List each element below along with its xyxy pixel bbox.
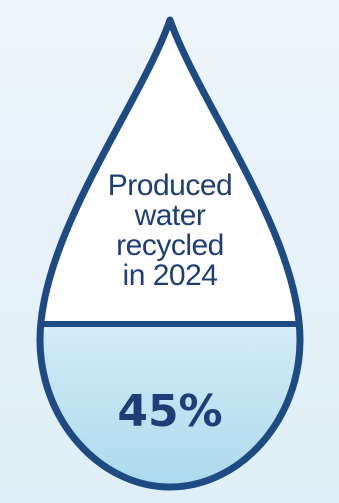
caption-line: Produced xyxy=(107,169,233,202)
caption: Produced water recycled in 2024 xyxy=(95,171,245,291)
caption-line: in 2024 xyxy=(122,259,218,292)
caption-line: recycled xyxy=(116,229,224,262)
drop-outline xyxy=(36,16,304,491)
percent-value: 45% xyxy=(117,386,223,437)
caption-line: water xyxy=(134,199,206,232)
